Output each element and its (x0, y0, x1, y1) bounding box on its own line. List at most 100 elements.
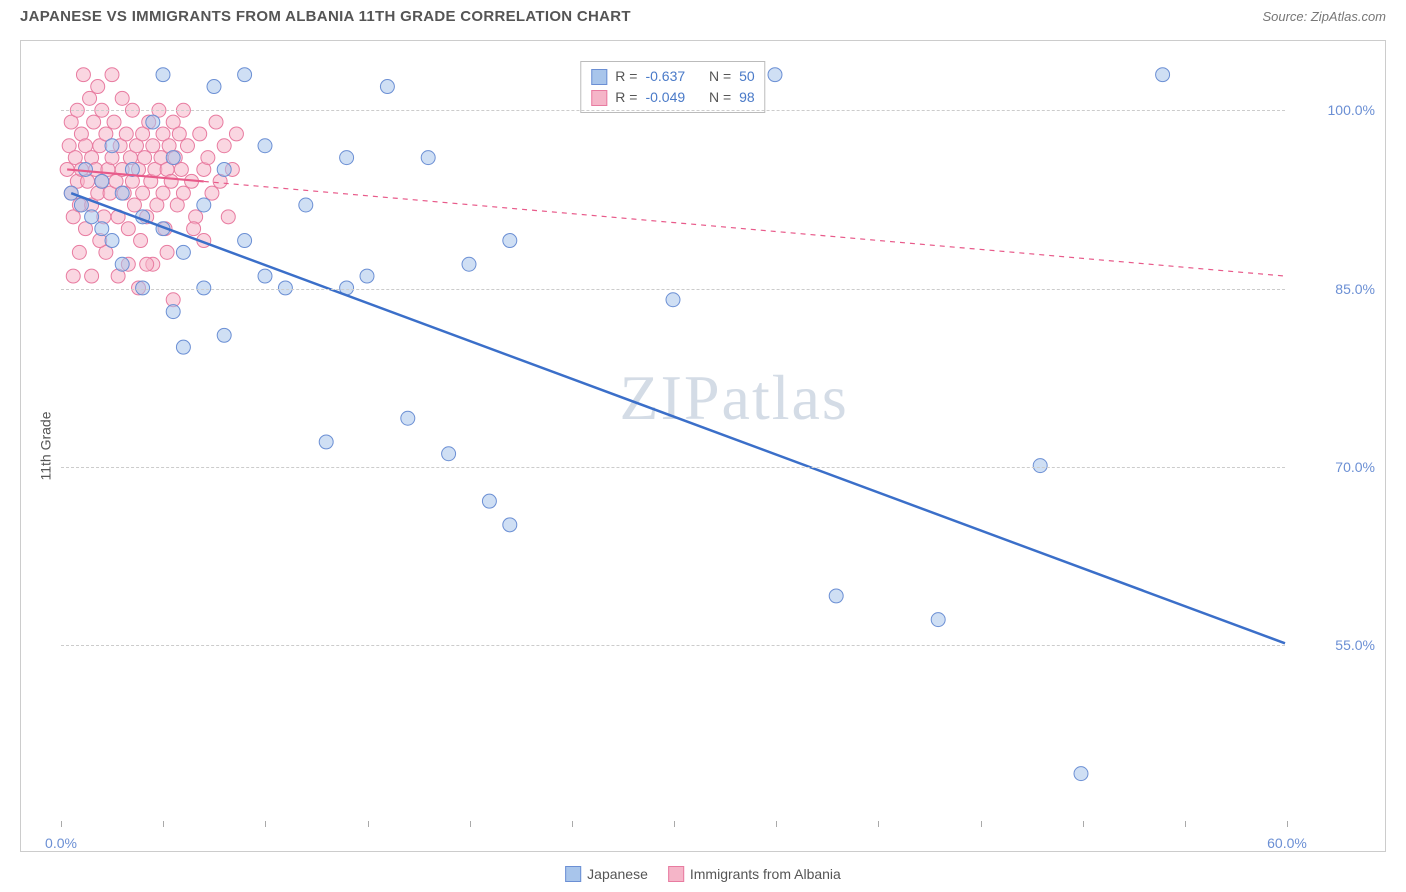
chart-container: 11th Grade ZIPatlas R = -0.637 N = 50 R … (20, 40, 1386, 852)
data-point (127, 198, 141, 212)
data-point (229, 127, 243, 141)
data-point (174, 162, 188, 176)
y-tick-label: 70.0% (1335, 459, 1375, 475)
data-point (180, 139, 194, 153)
data-point (482, 494, 496, 508)
data-point (115, 186, 129, 200)
gridline (61, 467, 1285, 468)
data-point (1156, 68, 1170, 82)
data-point (164, 174, 178, 188)
data-point (136, 186, 150, 200)
data-point (105, 234, 119, 248)
data-point (156, 186, 170, 200)
data-point (238, 68, 252, 82)
data-point (201, 151, 215, 165)
data-point (209, 115, 223, 129)
data-point (205, 186, 219, 200)
data-point (931, 613, 945, 627)
source-label: Source: ZipAtlas.com (1262, 9, 1386, 24)
data-point (401, 411, 415, 425)
data-point (78, 162, 92, 176)
data-point (221, 210, 235, 224)
x-tick-mark (878, 821, 879, 827)
x-tick-mark (776, 821, 777, 827)
x-tick-mark (981, 821, 982, 827)
data-point (172, 127, 186, 141)
x-tick-mark (61, 821, 62, 827)
x-tick-mark (674, 821, 675, 827)
data-point (176, 186, 190, 200)
x-tick-mark (368, 821, 369, 827)
data-point (72, 245, 86, 259)
data-point (95, 222, 109, 236)
bottom-legend: Japanese Immigrants from Albania (565, 866, 841, 882)
data-point (258, 139, 272, 153)
data-point (421, 151, 435, 165)
legend-swatch (591, 69, 607, 85)
stat-n-value: 50 (739, 66, 755, 87)
data-point (74, 198, 88, 212)
legend-item: Immigrants from Albania (668, 866, 841, 882)
legend-swatch (565, 866, 581, 882)
data-point (76, 68, 90, 82)
x-tick-mark (1185, 821, 1186, 827)
y-tick-label: 100.0% (1328, 102, 1375, 118)
x-tick-mark (265, 821, 266, 827)
x-tick-mark (470, 821, 471, 827)
data-point (197, 198, 211, 212)
data-point (140, 257, 154, 271)
y-tick-label: 55.0% (1335, 637, 1375, 653)
legend-item: Japanese (565, 866, 648, 882)
legend-label: Japanese (587, 866, 648, 882)
chart-title: JAPANESE VS IMMIGRANTS FROM ALBANIA 11TH… (20, 8, 631, 25)
stat-r-value: -0.637 (645, 66, 685, 87)
data-point (462, 257, 476, 271)
data-point (442, 447, 456, 461)
data-point (146, 115, 160, 129)
stat-n-value: 98 (739, 87, 755, 108)
y-axis-label: 11th Grade (38, 411, 54, 480)
stat-r-label: R = (615, 87, 637, 108)
data-point (105, 139, 119, 153)
data-point (166, 305, 180, 319)
data-point (360, 269, 374, 283)
data-point (83, 91, 97, 105)
legend-swatch (668, 866, 684, 882)
data-point (258, 269, 272, 283)
stat-n-label: N = (709, 66, 731, 87)
data-point (187, 222, 201, 236)
data-point (146, 139, 160, 153)
data-point (66, 269, 80, 283)
legend-swatch (591, 90, 607, 106)
x-tick-mark (1287, 821, 1288, 827)
stats-row: R = -0.049 N = 98 (591, 87, 754, 108)
scatter-plot-svg (61, 51, 1285, 821)
data-point (119, 127, 133, 141)
data-point (87, 115, 101, 129)
stats-legend-box: R = -0.637 N = 50 R = -0.049 N = 98 (580, 61, 765, 113)
data-point (666, 293, 680, 307)
data-point (193, 127, 207, 141)
data-point (115, 257, 129, 271)
data-point (134, 234, 148, 248)
data-point (207, 80, 221, 94)
gridline (61, 110, 1285, 111)
stat-r-label: R = (615, 66, 637, 87)
x-tick-label: 60.0% (1267, 835, 1307, 851)
data-point (85, 210, 99, 224)
data-point (176, 340, 190, 354)
data-point (503, 234, 517, 248)
data-point (299, 198, 313, 212)
data-point (380, 80, 394, 94)
data-point (217, 328, 231, 342)
plot-area: ZIPatlas R = -0.637 N = 50 R = -0.049 N … (61, 51, 1285, 821)
data-point (115, 91, 129, 105)
data-point (166, 151, 180, 165)
data-point (217, 162, 231, 176)
data-point (340, 151, 354, 165)
header: JAPANESE VS IMMIGRANTS FROM ALBANIA 11TH… (0, 0, 1406, 29)
stat-n-label: N = (709, 87, 731, 108)
data-point (829, 589, 843, 603)
data-point (105, 68, 119, 82)
data-point (238, 234, 252, 248)
